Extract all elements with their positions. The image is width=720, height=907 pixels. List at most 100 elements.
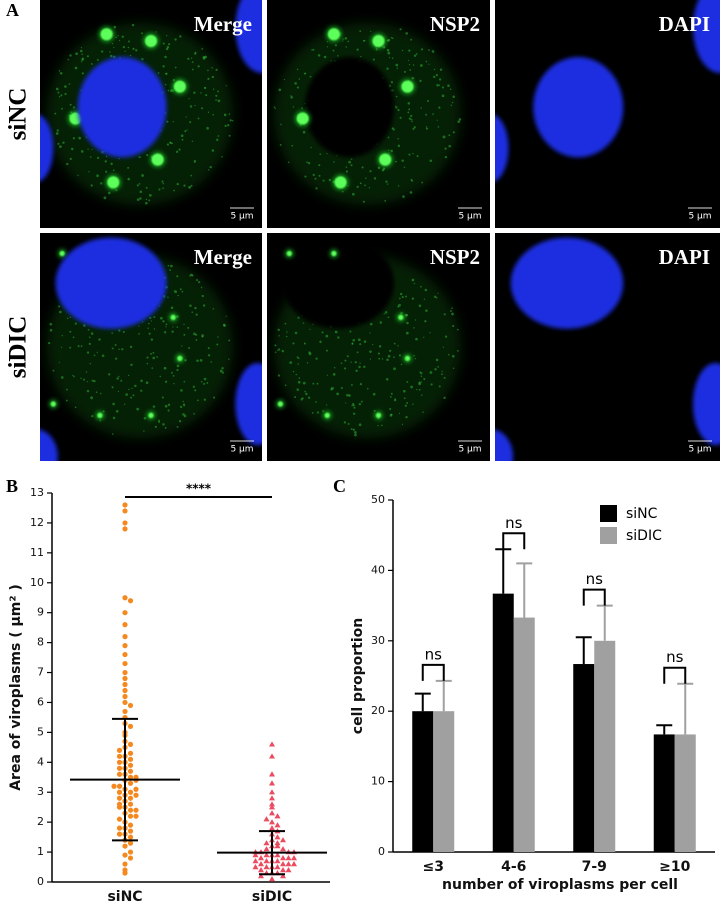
speckle: [407, 102, 411, 105]
speckle: [203, 398, 206, 401]
viroplasm: [286, 250, 292, 257]
y-tick-label: 0: [378, 845, 385, 858]
speckle: [174, 38, 177, 41]
speckle: [180, 134, 184, 138]
speckle: [200, 92, 202, 94]
speckle: [161, 180, 164, 183]
speckle: [71, 147, 74, 151]
speckle: [451, 312, 454, 316]
speckle: [223, 113, 227, 117]
speckle: [360, 400, 363, 403]
speckle: [174, 66, 177, 69]
speckle: [312, 323, 314, 326]
speckle: [295, 373, 298, 376]
speckle: [420, 48, 424, 51]
speckle: [213, 396, 216, 399]
significance-bracket: [582, 588, 606, 606]
speckle: [359, 382, 363, 386]
speckle: [172, 121, 175, 123]
speckle: [365, 177, 367, 180]
speckle: [345, 166, 348, 168]
speckle: [432, 113, 434, 115]
speckle: [451, 101, 454, 104]
speckle: [304, 390, 306, 393]
speckle: [356, 351, 359, 354]
legend-label: siDIC: [626, 528, 662, 544]
speckle: [207, 354, 211, 357]
speckle: [164, 426, 167, 429]
speckle: [207, 111, 210, 113]
speckle: [414, 358, 417, 360]
speckle: [377, 166, 381, 170]
speckle: [412, 403, 414, 405]
speckle: [99, 392, 102, 395]
speckle: [79, 49, 83, 53]
speckle: [336, 55, 339, 57]
data-point: [122, 669, 128, 676]
speckle: [312, 382, 315, 385]
speckle: [90, 396, 94, 400]
speckle: [301, 397, 304, 400]
speckle: [418, 388, 421, 391]
speckle: [75, 52, 78, 56]
speckle: [113, 25, 117, 29]
data-point: [127, 723, 134, 730]
speckle: [96, 351, 98, 354]
speckle: [397, 144, 401, 148]
image: [40, 0, 262, 228]
speckle: [277, 374, 281, 377]
speckle: [132, 394, 135, 397]
speckle: [139, 197, 142, 200]
speckle: [386, 67, 389, 70]
speckle: [189, 105, 193, 108]
speckle: [450, 104, 452, 107]
viroplasm: [372, 35, 385, 48]
speckle: [354, 361, 357, 364]
nucleus: [533, 57, 624, 158]
data-point: [274, 834, 281, 840]
speckle: [444, 155, 448, 159]
speckle: [162, 423, 165, 426]
speckle: [191, 61, 194, 64]
speckle: [165, 72, 168, 75]
speckle: [325, 349, 328, 352]
speckle: [399, 28, 402, 31]
y-tick-label: 10: [371, 775, 385, 788]
speckle: [81, 72, 84, 75]
data-point: [291, 855, 297, 861]
speckle: [162, 187, 164, 189]
speckle: [181, 290, 184, 293]
speckle: [351, 405, 353, 407]
speckle: [200, 286, 203, 289]
speckle: [197, 280, 201, 284]
speckle: [315, 187, 318, 190]
viroplasm: [170, 314, 176, 320]
data-point: [127, 834, 134, 840]
speckle: [225, 315, 227, 317]
speckle: [452, 95, 455, 98]
speckle: [336, 155, 338, 157]
speckle: [68, 83, 71, 85]
x-tick-label: ≤3: [423, 859, 444, 875]
speckle: [181, 138, 184, 141]
speckle: [450, 310, 452, 312]
data-point: [269, 789, 275, 795]
speckle: [91, 379, 94, 382]
speckle: [59, 71, 63, 75]
speckle: [105, 155, 108, 158]
speckle: [383, 313, 385, 315]
y-tick-label: 12: [30, 516, 44, 529]
speckle: [393, 399, 397, 402]
speckle: [279, 143, 282, 146]
speckle: [77, 345, 80, 348]
speckle: [149, 316, 152, 320]
data-point: [122, 651, 128, 658]
y-tick-label: 20: [371, 704, 385, 717]
speckle: [211, 149, 215, 152]
speckle: [112, 169, 115, 172]
speckle: [167, 264, 170, 267]
speckle: [103, 196, 107, 200]
speckle: [138, 332, 140, 335]
speckle: [442, 346, 444, 348]
data-point: [252, 864, 259, 870]
